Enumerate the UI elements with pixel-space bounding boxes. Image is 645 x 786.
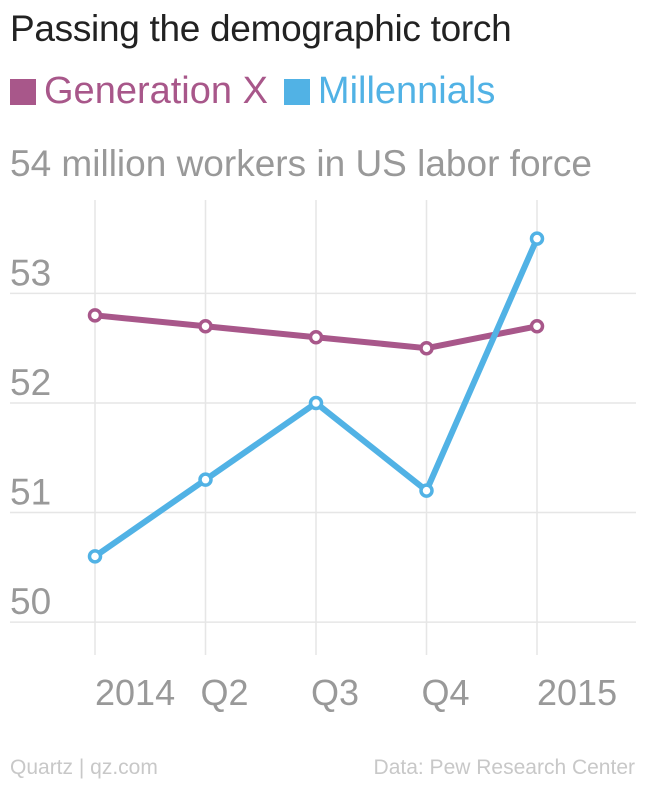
legend: Generation X Millennials — [10, 70, 511, 113]
legend-label-generation-x: Generation X — [44, 70, 268, 112]
y-tick-label: 50 — [10, 581, 51, 622]
data-point-generation-x — [529, 319, 545, 334]
footer-credit: Quartz | qz.com — [10, 756, 158, 779]
data-point-generation-x — [87, 308, 103, 323]
x-tick-label: Q4 — [422, 672, 470, 713]
data-point-millennials — [529, 231, 545, 246]
y-tick-label: 53 — [10, 252, 51, 293]
x-tick-label: Q3 — [311, 672, 359, 713]
legend-item-millennials: Millennials — [283, 70, 496, 113]
legend-label-millennials: Millennials — [317, 70, 496, 112]
data-point-millennials — [419, 483, 434, 498]
data-point-millennials — [198, 472, 213, 487]
chart-title: Passing the demographic torch — [10, 8, 512, 49]
legend-item-generation-x: Generation X — [10, 70, 268, 113]
data-point-generation-x — [419, 340, 434, 356]
data-point-generation-x — [308, 329, 324, 345]
x-tick-label: Q2 — [201, 672, 249, 713]
y-tick-label: 52 — [10, 362, 51, 403]
x-tick-label: 2015 — [537, 672, 617, 713]
data-point-millennials — [308, 395, 324, 411]
legend-swatch-generation-x — [10, 78, 36, 105]
line-chart: 50 51 52 53 54 million workers in US labor f… — [10, 143, 636, 713]
footer-source: Data: Pew Research Center — [373, 756, 635, 779]
x-tick-label: 2014 — [95, 672, 175, 713]
data-point-generation-x — [198, 319, 213, 334]
y-tick-label: 51 — [10, 472, 51, 513]
y-tick-label: 54 million workers in US labor force — [10, 143, 592, 184]
legend-swatch-millennials — [283, 78, 310, 105]
data-point-millennials — [87, 549, 103, 564]
